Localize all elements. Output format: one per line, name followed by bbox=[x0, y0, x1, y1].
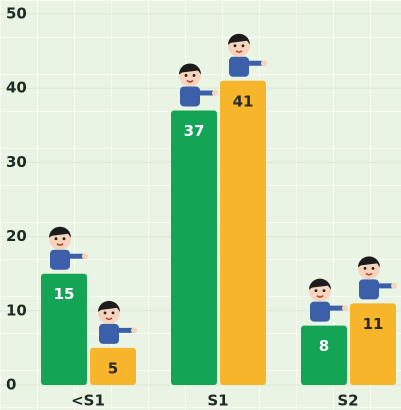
person-eye bbox=[314, 289, 318, 293]
person-eye bbox=[322, 289, 326, 293]
person-body bbox=[229, 56, 249, 77]
person-icon bbox=[49, 226, 88, 270]
person-icon bbox=[309, 278, 348, 322]
person-eye bbox=[192, 74, 196, 77]
person-hand bbox=[391, 282, 397, 289]
person-mouth bbox=[186, 79, 194, 83]
person-icon bbox=[228, 33, 267, 77]
person-icon bbox=[179, 63, 218, 107]
value-label: 11 bbox=[363, 315, 384, 333]
person-eye bbox=[241, 44, 245, 48]
person-eye bbox=[363, 266, 367, 270]
bar bbox=[90, 347, 136, 385]
person-hand bbox=[261, 60, 267, 67]
person-hair bbox=[98, 300, 120, 312]
person-hair bbox=[309, 278, 331, 290]
person-hair bbox=[358, 256, 380, 268]
person-hair bbox=[228, 33, 250, 45]
y-tick-label: 50 bbox=[6, 5, 27, 23]
person-eye bbox=[62, 237, 66, 241]
value-label: 15 bbox=[54, 285, 75, 303]
person-eye bbox=[184, 74, 188, 77]
x-tick-label: S2 bbox=[337, 392, 358, 410]
y-tick-label: 30 bbox=[6, 153, 27, 171]
person-body bbox=[180, 86, 200, 107]
person-eye bbox=[103, 311, 107, 315]
person-hair bbox=[179, 63, 201, 75]
person-arm bbox=[117, 327, 133, 333]
bar bbox=[301, 325, 347, 385]
person-arm bbox=[377, 283, 393, 289]
y-tick-label: 40 bbox=[6, 79, 27, 97]
value-label: 8 bbox=[319, 337, 329, 355]
bar bbox=[171, 110, 217, 386]
y-tick-label: 0 bbox=[6, 376, 16, 394]
person-arm bbox=[328, 305, 344, 311]
person-eye bbox=[371, 266, 375, 270]
person-hand bbox=[342, 305, 348, 312]
person-body bbox=[359, 279, 379, 300]
person-hand bbox=[131, 327, 137, 334]
y-tick-label: 10 bbox=[6, 301, 27, 319]
x-tick-label: S1 bbox=[207, 392, 228, 410]
bar bbox=[350, 303, 396, 385]
person-body bbox=[99, 323, 119, 344]
bar bbox=[41, 273, 87, 385]
person-eye bbox=[111, 311, 115, 315]
person-arm bbox=[247, 60, 263, 66]
person-eye bbox=[54, 237, 58, 241]
value-label: 37 bbox=[184, 122, 205, 140]
y-tick-label: 20 bbox=[6, 227, 27, 245]
person-arm bbox=[198, 90, 214, 96]
person-mouth bbox=[365, 272, 373, 276]
person-body bbox=[50, 249, 70, 270]
person-mouth bbox=[235, 50, 243, 54]
person-icon bbox=[98, 300, 137, 344]
bar bbox=[220, 80, 266, 385]
person-arm bbox=[68, 253, 84, 259]
value-label: 41 bbox=[233, 92, 254, 110]
person-eye bbox=[233, 44, 237, 48]
x-tick-label: <S1 bbox=[71, 392, 105, 410]
person-icon bbox=[358, 256, 397, 300]
person-body bbox=[310, 301, 330, 322]
person-mouth bbox=[56, 243, 64, 246]
value-label: 5 bbox=[108, 359, 118, 377]
person-hand bbox=[82, 253, 88, 260]
person-mouth bbox=[105, 317, 113, 321]
person-hand bbox=[212, 89, 218, 96]
person-mouth bbox=[316, 295, 324, 298]
person-hair bbox=[49, 226, 71, 238]
